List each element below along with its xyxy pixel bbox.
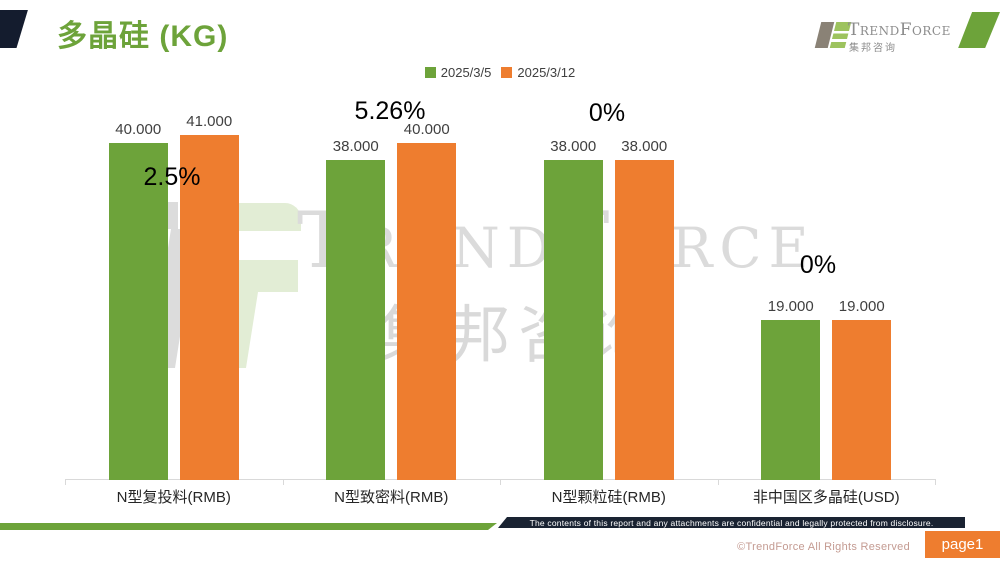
- change-label-2: 0%: [588, 99, 626, 127]
- x-axis-tick: [282, 479, 284, 485]
- x-axis-tick: [65, 479, 66, 485]
- bar-value-label: 40.000: [403, 121, 450, 138]
- category-label: N型致密料(RMB): [334, 489, 449, 506]
- logo-brand-cn: 集邦咨询: [849, 43, 897, 54]
- change-label-3: 0%: [799, 251, 837, 279]
- footer-confidential-band: The contents of this report and any atta…: [498, 517, 965, 528]
- x-axis-tick: [935, 479, 936, 485]
- bar-s0-c3: [761, 319, 821, 480]
- x-axis-tick: [500, 479, 501, 485]
- legend-item-1: 2025/3/12: [501, 65, 575, 80]
- category-label: N型复投料(RMB): [116, 489, 231, 506]
- category-label: N型颗粒硅(RMB): [551, 489, 666, 506]
- bar-s1-c2: [614, 159, 674, 480]
- legend-swatch-icon: [424, 67, 436, 78]
- chart-legend: 2025/3/5 2025/3/12: [0, 65, 1000, 80]
- page-title: 多晶硅 (KG): [57, 20, 229, 53]
- bar-value-label: 38.000: [621, 137, 668, 155]
- bar-s0-c1: [326, 159, 386, 480]
- x-axis-tick: [717, 479, 719, 485]
- bar-value-label: 19.000: [838, 297, 885, 315]
- logo-brand-text: TrendForce: [848, 20, 951, 40]
- bar-s1-c3: [832, 319, 892, 480]
- footer-confidential-text: The contents of this report and any atta…: [529, 517, 934, 528]
- footer-green-band: [0, 523, 497, 530]
- change-label-1: 5.26%: [354, 97, 426, 125]
- change-label-0: 2.5%: [143, 163, 201, 191]
- bar-value-label: 41.000: [186, 112, 233, 130]
- category-label: 非中国区多晶硅(USD): [752, 489, 900, 506]
- bar-value-label: 19.000: [767, 297, 814, 315]
- footer-copyright: ©TrendForce All Rights Reserved: [737, 541, 910, 553]
- trendforce-logo: TrendForce 集邦咨询: [814, 20, 958, 54]
- page-number-badge: page1: [925, 531, 1000, 558]
- bar-value-label: 38.000: [332, 137, 379, 155]
- legend-swatch-icon: [501, 67, 513, 78]
- bar-s0-c2: [543, 159, 603, 480]
- bar-value-label: 40.000: [115, 121, 162, 138]
- bar-value-label: 38.000: [550, 137, 597, 155]
- bar-s0-c0: [108, 143, 168, 480]
- legend-item-0: 2025/3/5: [424, 65, 492, 80]
- bar-s1-c1: [397, 143, 457, 480]
- legend-label: 2025/3/12: [517, 65, 576, 80]
- legend-label: 2025/3/5: [440, 65, 492, 80]
